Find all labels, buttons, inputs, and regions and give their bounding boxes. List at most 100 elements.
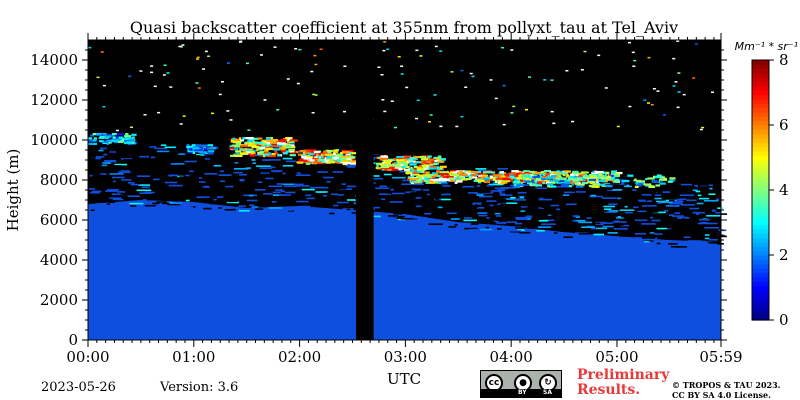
cloud-cell xyxy=(379,157,388,161)
cloud-cell xyxy=(322,152,328,155)
noise-streak xyxy=(511,230,522,232)
noise-streak xyxy=(293,183,304,186)
cloud-cell xyxy=(427,159,436,162)
noise-streak xyxy=(126,168,141,170)
cloud-cell xyxy=(543,180,551,183)
cloud-cell xyxy=(262,155,266,158)
cloud-cell xyxy=(191,144,196,147)
cloud-cell xyxy=(556,173,560,176)
cloud-cell xyxy=(402,155,412,158)
cloud-cell xyxy=(288,141,295,144)
noise-streak xyxy=(616,217,624,219)
speckle xyxy=(294,48,298,50)
noise-streak xyxy=(709,187,713,190)
speckle xyxy=(276,109,280,111)
cloud-cell xyxy=(528,182,532,185)
noise-streak xyxy=(688,240,701,242)
cloud-cell xyxy=(411,168,418,171)
cloud-cell xyxy=(415,161,421,164)
colorbar-segment xyxy=(752,116,769,122)
preliminary-line-1: Preliminary xyxy=(577,367,670,383)
cloud-cell xyxy=(477,179,485,183)
noise-streak xyxy=(606,188,616,190)
noise-streak xyxy=(348,213,355,216)
cloud-cell xyxy=(296,161,304,164)
speckle xyxy=(195,82,199,84)
noise-streak xyxy=(101,150,112,153)
cloud-cell xyxy=(437,155,442,158)
noise-streak xyxy=(532,196,547,199)
noise-streak xyxy=(220,180,226,183)
noise-streak xyxy=(471,223,479,225)
cloud-cell xyxy=(104,135,112,138)
colorbar-segment xyxy=(752,224,769,230)
cloud-cell xyxy=(289,150,295,153)
cloud-cell xyxy=(627,174,634,177)
colorbar: 0 2 4 6 8 xyxy=(751,51,789,329)
noise-streak xyxy=(400,218,412,220)
noise-streak xyxy=(670,246,679,248)
cloud-cell xyxy=(564,182,571,185)
noise-streak xyxy=(404,216,413,219)
cloud-cell xyxy=(531,174,535,177)
cloud-cell xyxy=(443,178,449,182)
cloud-cell xyxy=(558,177,567,180)
cloud-cell xyxy=(285,145,291,148)
cloud-cell xyxy=(541,181,551,185)
cloud-cell xyxy=(525,177,529,180)
cloud-cell xyxy=(104,137,109,140)
noise-streak xyxy=(91,190,102,193)
cloud-cell xyxy=(420,161,425,164)
colorbar-segment xyxy=(752,237,769,243)
noise-streak xyxy=(198,181,206,183)
y-tick-label: 2000 xyxy=(40,291,78,309)
speckle xyxy=(298,48,302,51)
cloud-cell xyxy=(612,180,620,183)
noise-streak xyxy=(270,166,276,169)
speckle xyxy=(380,74,384,76)
noise-streak xyxy=(90,192,100,194)
noise-streak xyxy=(168,184,183,187)
noise-streak xyxy=(388,215,399,217)
cloud-cell xyxy=(569,181,579,184)
noise-streak xyxy=(346,204,353,207)
cloud-cell xyxy=(231,148,239,151)
cloud-cell xyxy=(270,139,279,142)
cloud-cell xyxy=(521,171,526,174)
cloud-cell xyxy=(562,174,565,177)
speckle xyxy=(439,50,443,52)
cloud-cell xyxy=(610,174,614,177)
noise-streak xyxy=(109,201,115,203)
cloud-cell xyxy=(239,149,246,152)
speckle xyxy=(169,86,173,88)
cloud-cell xyxy=(229,147,235,150)
colorbar-segment xyxy=(752,181,769,187)
cloud-cell xyxy=(524,172,532,175)
cloud-cell xyxy=(569,175,577,179)
cloud-cell xyxy=(272,148,281,151)
cloud-cell xyxy=(471,176,477,179)
noise-streak xyxy=(115,168,128,171)
noise-streak xyxy=(202,186,210,188)
speckle xyxy=(583,50,587,53)
speckle xyxy=(178,45,182,48)
cloud-cell xyxy=(599,183,605,186)
cloud-cell xyxy=(403,163,408,167)
cloud-cell xyxy=(299,150,307,153)
cloud-cell xyxy=(423,160,427,163)
copyright-notice: © TROPOS & TAU 2023. CC BY SA 4.0 Licens… xyxy=(672,380,780,400)
cloud-cell xyxy=(432,179,441,182)
cloud-cell xyxy=(558,181,562,185)
cloud-cell xyxy=(439,165,447,168)
noise-streak xyxy=(345,164,359,167)
cloud-cell xyxy=(333,149,339,152)
noise-streak xyxy=(704,237,710,240)
cloud-cell xyxy=(558,175,562,178)
speckle xyxy=(162,74,166,76)
speckle xyxy=(260,54,263,56)
noise-streak xyxy=(383,173,392,176)
cloud-cell xyxy=(489,176,498,179)
colorbar-segment xyxy=(752,68,769,74)
noise-streak xyxy=(332,171,344,173)
noise-streak xyxy=(191,180,197,183)
